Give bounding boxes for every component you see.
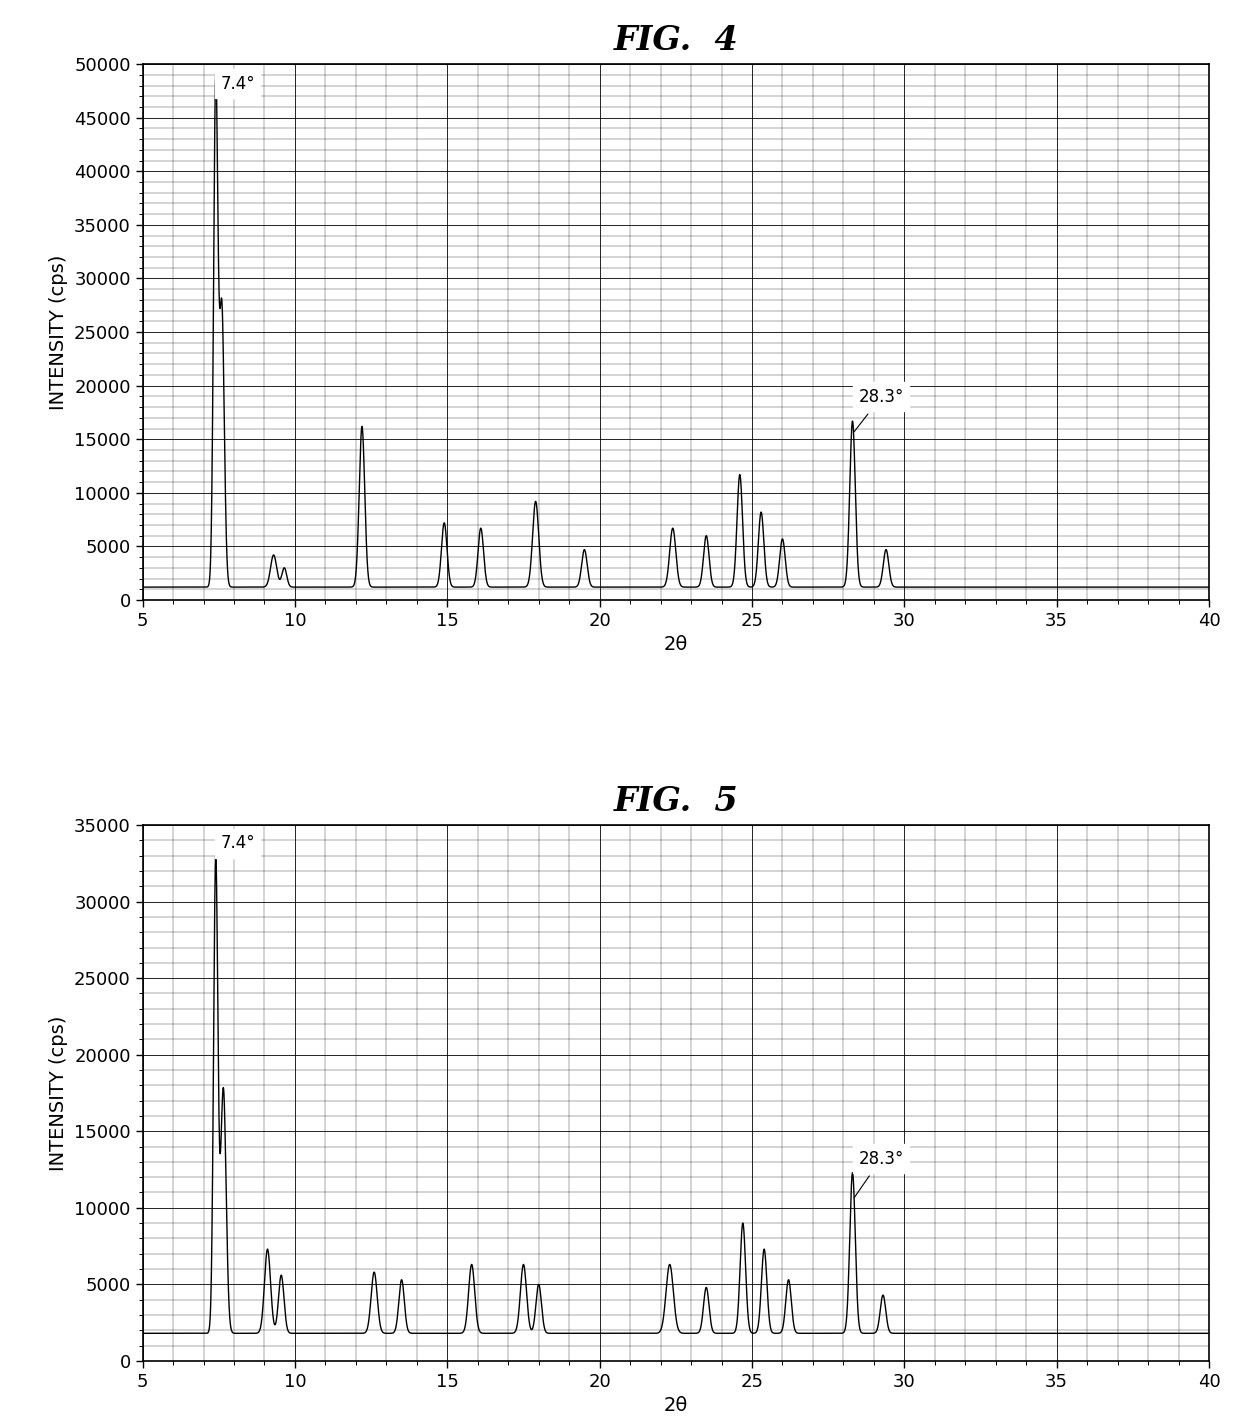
Text: 7.4°: 7.4° bbox=[221, 76, 255, 93]
Y-axis label: INTENSITY (cps): INTENSITY (cps) bbox=[50, 254, 68, 410]
Text: 28.3°: 28.3° bbox=[854, 388, 904, 432]
Title: FIG.  5: FIG. 5 bbox=[614, 785, 738, 818]
Text: 7.4°: 7.4° bbox=[221, 834, 255, 852]
X-axis label: 2θ: 2θ bbox=[663, 1396, 688, 1415]
Y-axis label: INTENSITY (cps): INTENSITY (cps) bbox=[50, 1015, 68, 1171]
X-axis label: 2θ: 2θ bbox=[663, 636, 688, 654]
Title: FIG.  4: FIG. 4 bbox=[614, 24, 738, 57]
Text: 28.3°: 28.3° bbox=[854, 1150, 904, 1198]
